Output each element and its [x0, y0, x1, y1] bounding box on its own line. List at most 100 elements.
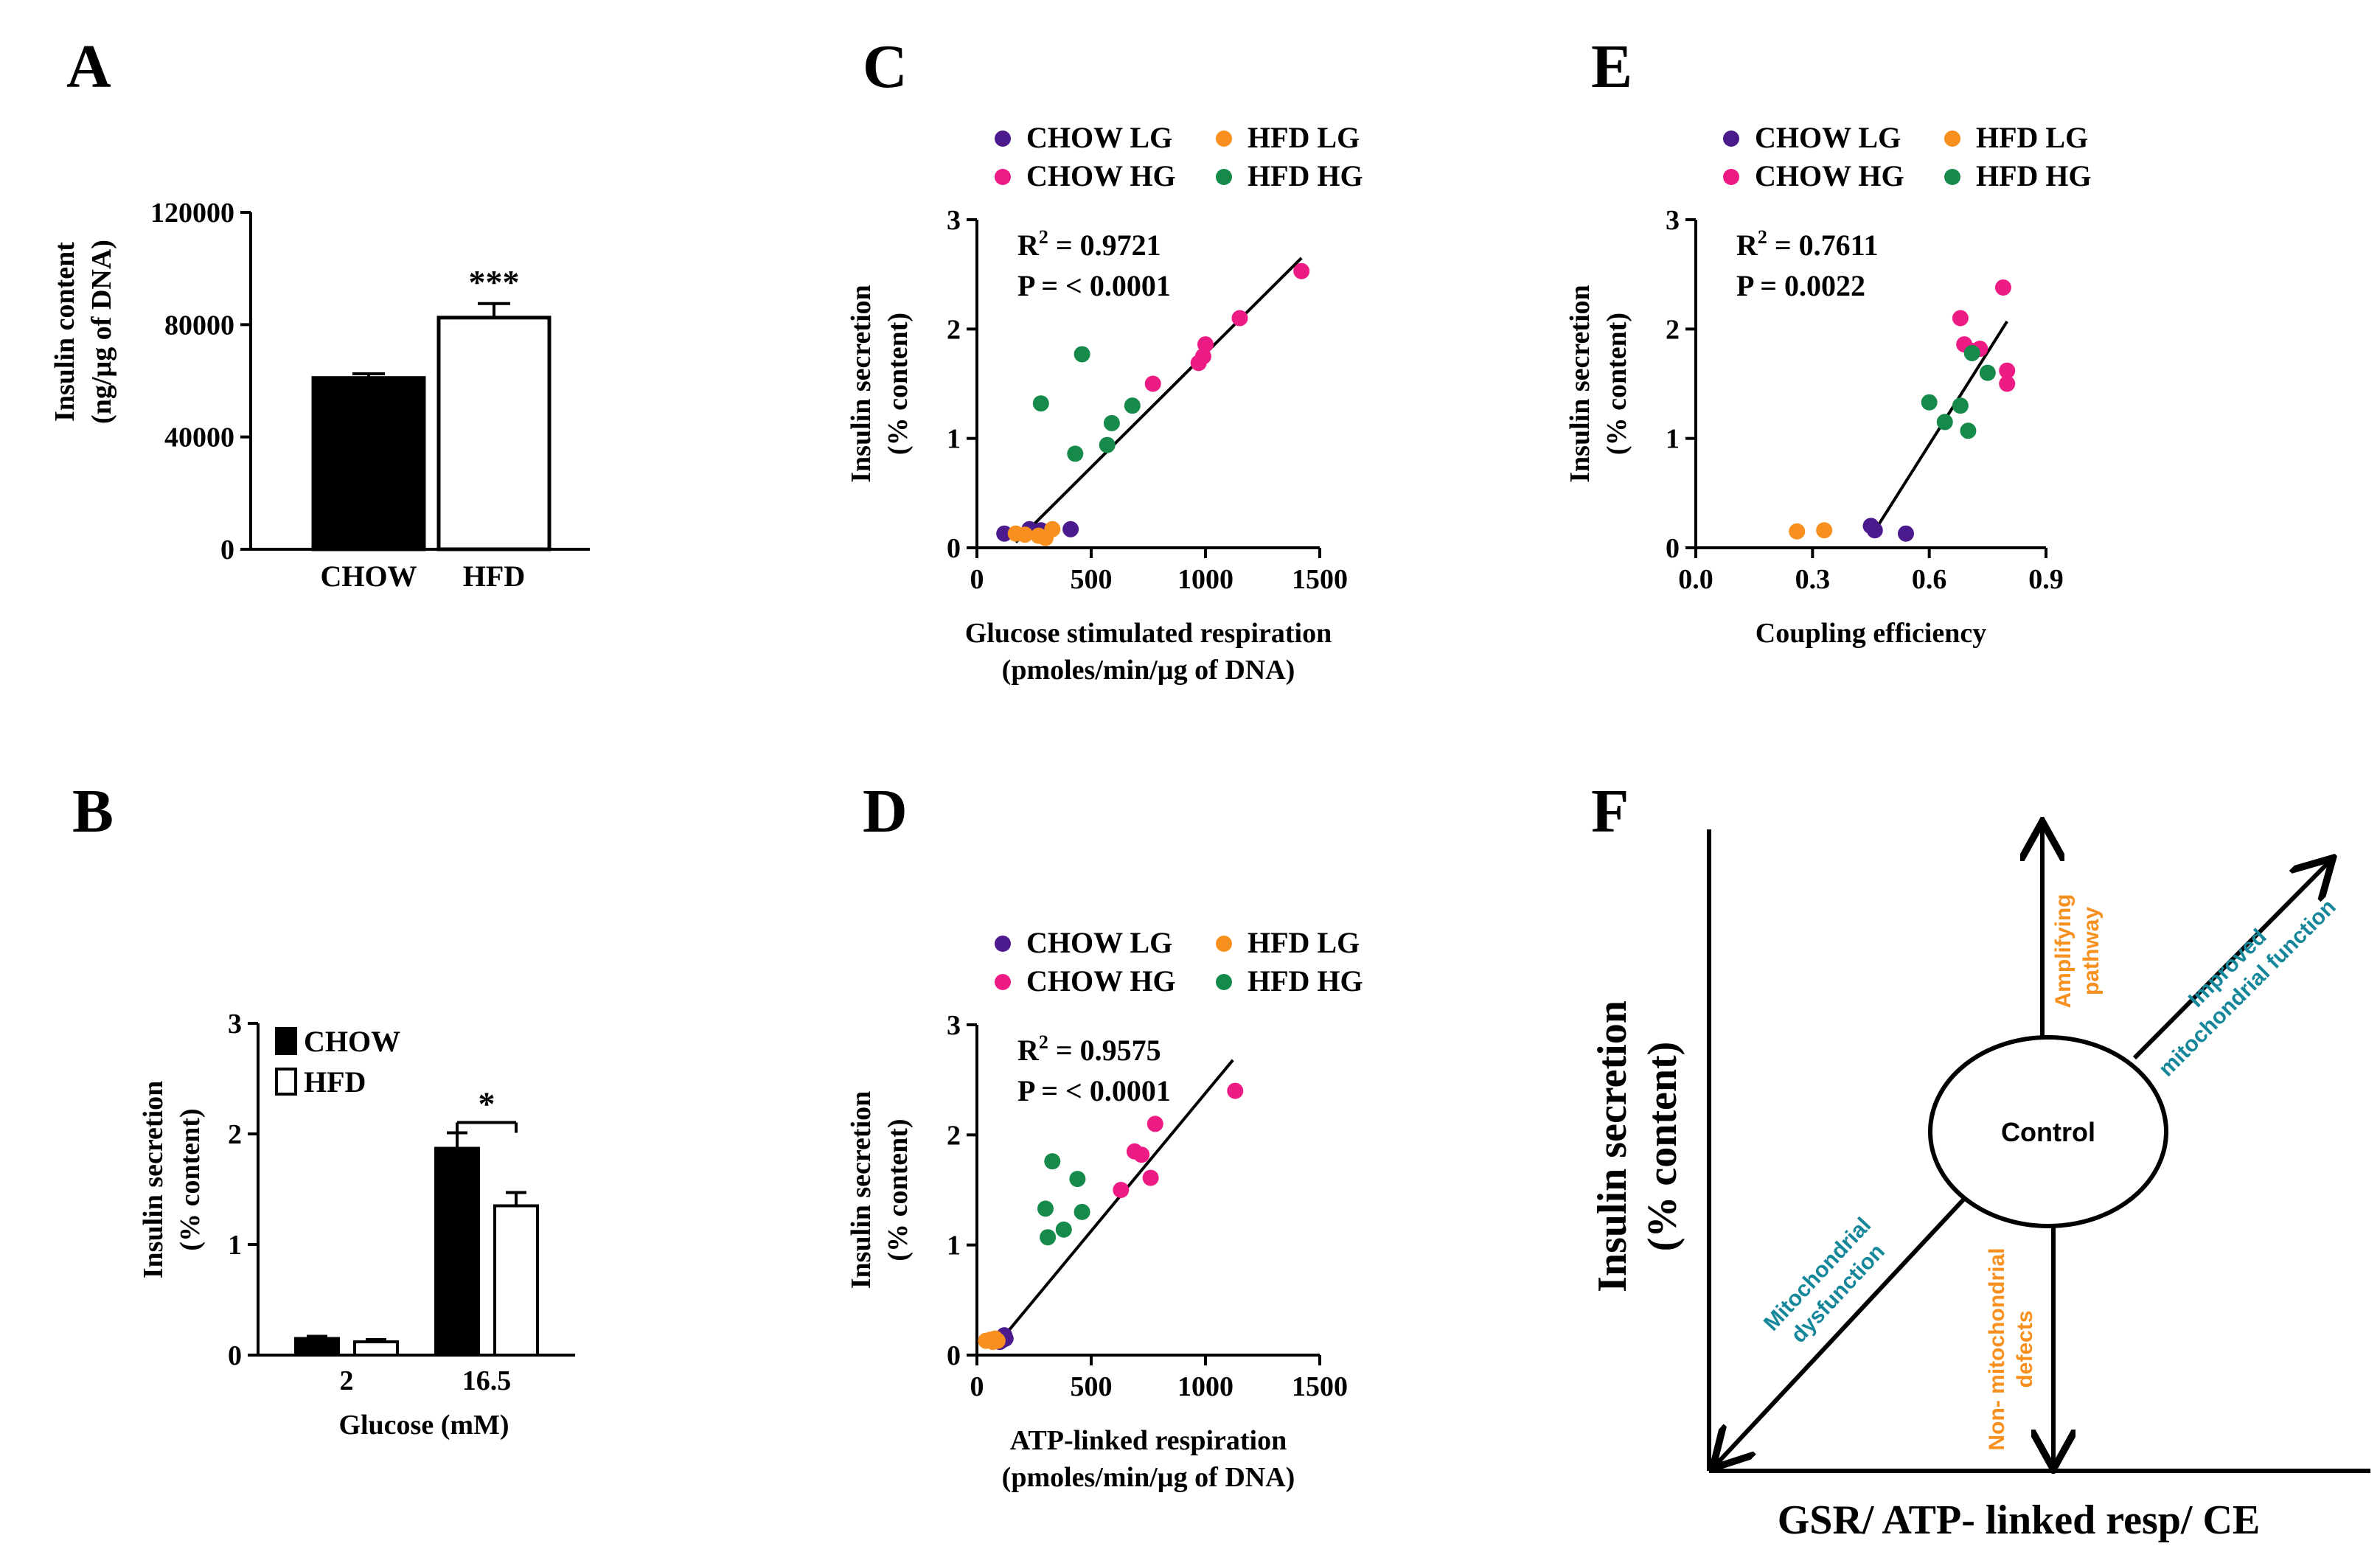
panel-b-ytick-label: 0: [228, 1340, 242, 1371]
panel-e-point: [1963, 344, 1980, 361]
panel-d-point: [1069, 1171, 1086, 1188]
panel-f-label-amplifying: Amplifying pathway: [2051, 894, 2104, 1009]
panel-letter-e: E: [1591, 32, 1632, 101]
panel-d-xtick-label: 0: [970, 1371, 984, 1402]
panel-c-legend-label: HFD HG: [1248, 159, 1363, 192]
panel-c-point: [1044, 521, 1061, 537]
panel-d-xlabel-line2: (pmoles/min/µg of DNA): [1002, 1462, 1295, 1493]
panel-letter-d: D: [863, 777, 908, 846]
panel-e-ytick-label: 1: [1666, 424, 1680, 455]
panel-d-ytick-label: 3: [947, 1010, 961, 1041]
panel-c-xtick-label: 1000: [1177, 564, 1234, 595]
panel-e-point: [1952, 310, 1969, 327]
panel-c-point: [996, 525, 1013, 542]
panel-e-xtick-label: 0.6: [1912, 564, 1947, 595]
panel-c-legend-marker: [995, 130, 1011, 147]
panel-c-point: [1062, 521, 1079, 537]
panel-e-legend-marker: [1723, 169, 1739, 185]
panel-d-point: [1142, 1169, 1159, 1186]
panel-c-fit-line: [1015, 257, 1303, 544]
panel-e-point: [1898, 525, 1914, 542]
panel-c-stats-r2: R2 = 0.9721: [1017, 226, 1161, 262]
panel-d-point: [1044, 1153, 1061, 1170]
panel-c-legend-marker: [1216, 169, 1232, 185]
panel-e-legend-label: HFD HG: [1976, 159, 2092, 192]
panel-b-ylabel: Insulin secretion (% content): [138, 1081, 206, 1279]
panel-c-ylabel-line2: (% content): [883, 313, 914, 455]
panel-c-legend-marker: [1216, 130, 1232, 147]
panel-c-ylabel: Insulin secretion (% content): [846, 285, 914, 483]
panel-e-point: [1999, 375, 2016, 392]
panel-a-ytick-label: 40000: [164, 422, 234, 453]
panel-d-stats-p: P = < 0.0001: [1017, 1074, 1171, 1107]
panel-f-arrow-upright: [2132, 861, 2330, 1060]
panel-c-point: [1197, 336, 1214, 353]
panel-e-legend-marker: [1944, 130, 1960, 147]
panel-e-legend-label: CHOW LG: [1755, 121, 1901, 154]
panel-f-amplifying-line1: Amplifying: [2051, 894, 2075, 1009]
panel-d-ylabel: Insulin secretion (% content): [846, 1091, 914, 1289]
panel-f-non-mito-line1: Non- mitochondrial: [1985, 1248, 2009, 1451]
panel-f-label-mito-dysfunction: Mitochondrial dysfunction: [1759, 1213, 1890, 1347]
panel-c-point: [1099, 436, 1116, 453]
panel-b-significance: *: [479, 1085, 495, 1123]
panel-c-ytick-label: 0: [947, 533, 961, 564]
panel-b-ylabel-line2: (% content): [175, 1108, 206, 1250]
panel-d-xlabel-line1: ATP-linked respiration: [1010, 1425, 1287, 1456]
panel-b-legend-swatch: [275, 1068, 297, 1096]
panel-e-point: [1866, 522, 1883, 539]
panel-d-legend-label: HFD HG: [1248, 964, 1363, 998]
panel-e-point: [1936, 414, 1953, 431]
panel-d-legend-marker: [1216, 974, 1232, 990]
panel-e-point: [1999, 362, 2016, 379]
panel-d-stats-r2: R2 = 0.9575: [1017, 1031, 1161, 1067]
panel-e-fit-line: [1869, 320, 2008, 538]
panel-d-point: [1040, 1229, 1057, 1246]
panel-e-ylabel-line1: Insulin secretion: [1565, 285, 1596, 483]
panel-d-point: [1146, 1115, 1163, 1132]
panel-d-legend-marker: [995, 974, 1011, 990]
panel-c-legend-label: CHOW LG: [1026, 121, 1172, 154]
panel-e-ylabel-line2: (% content): [1601, 313, 1632, 455]
panel-f-control-ellipse: [1928, 1035, 2168, 1228]
panel-e-ylabel: Insulin secretion (% content): [1565, 285, 1632, 483]
panel-d-fit-line: [996, 1059, 1234, 1346]
panel-d-xtick-label: 1000: [1177, 1371, 1234, 1402]
panel-c-point: [1124, 397, 1141, 414]
panel-e-stats-p: P = 0.0022: [1736, 269, 1865, 302]
panel-c-ytick-label: 1: [947, 424, 961, 455]
panel-f-diagram: Insulin secretion (% content) GSR/ ATP- …: [1590, 826, 2370, 1543]
panel-f-ylabel-line2: (% content): [1640, 1042, 1685, 1252]
panel-c-xtick-label: 1500: [1292, 564, 1348, 595]
panel-c-xlabel-line2: (pmoles/min/µg of DNA): [1002, 655, 1295, 686]
panel-e-xtick-label: 0.0: [1678, 564, 1713, 595]
panel-e-point: [1921, 394, 1938, 411]
panel-a-ytick-label: 80000: [164, 310, 234, 341]
panel-e-xlabel: Coupling efficiency: [1756, 618, 1986, 649]
panel-e-point: [1960, 422, 1977, 439]
panel-c-point: [1032, 395, 1049, 412]
panel-d-ylabel-line2: (% content): [883, 1118, 914, 1261]
panel-e-xtick-label: 0.3: [1795, 564, 1831, 595]
panel-d-legend-marker: [1216, 936, 1232, 952]
panel-a-ylabel-line1: Insulin content: [49, 242, 80, 422]
panel-b-bar: [434, 1146, 480, 1357]
panel-f-label-improved: Improved mitochondrial function: [2154, 895, 2341, 1082]
panel-letter-a: A: [66, 32, 111, 101]
panel-d-point: [1227, 1082, 1244, 1099]
panel-letter-b: B: [72, 777, 114, 846]
panel-e-legend-marker: [1723, 130, 1739, 147]
panel-e-legend-label: CHOW HG: [1755, 159, 1904, 192]
panel-b-bar: [353, 1340, 399, 1357]
panel-d-ytick-label: 2: [947, 1120, 961, 1151]
panel-f-ylabel-line1: Insulin secretion: [1590, 1000, 1635, 1292]
panel-c-legend-marker: [995, 169, 1011, 185]
panel-e-legend-marker: [1944, 169, 1960, 185]
panel-a-ytick-label: 0: [220, 535, 234, 565]
panel-b-ytick-label: 2: [228, 1119, 242, 1150]
panel-e-ytick-label: 0: [1666, 533, 1680, 564]
panel-d-legend-marker: [995, 936, 1011, 952]
panel-e-ytick-label: 2: [1666, 314, 1680, 345]
panel-a-ylabel: Insulin content (ng/µg of DNA): [49, 240, 117, 424]
panel-c-ytick-label: 3: [947, 205, 961, 236]
